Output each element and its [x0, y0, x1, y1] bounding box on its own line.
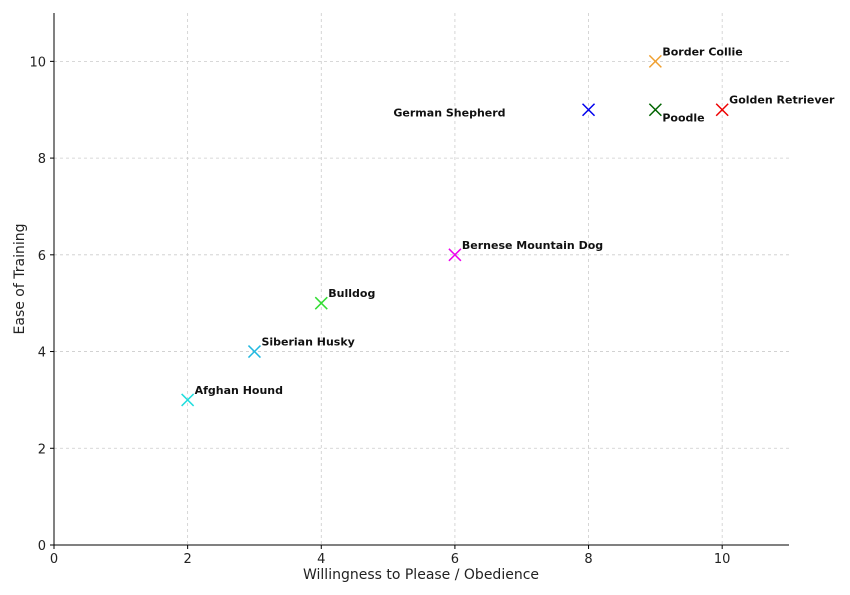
point-label: Border Collie [662, 45, 742, 58]
point-label: Afghan Hound [195, 384, 283, 397]
point-label: Golden Retriever [729, 94, 835, 107]
point-label: German Shepherd [393, 107, 505, 120]
data-points [181, 54, 729, 407]
x-tick-label: 2 [183, 552, 191, 567]
y-tick-label: 2 [38, 442, 46, 457]
point-label: Siberian Husky [261, 336, 354, 349]
point-label: Poodle [662, 112, 704, 125]
data-point [648, 54, 662, 68]
data-point [181, 393, 195, 407]
y-ticks: 0 2 4 6 8 10 [29, 55, 54, 554]
y-tick-label: 8 [38, 152, 46, 167]
data-point [448, 248, 462, 262]
x-tick-label: 6 [451, 552, 459, 567]
x-tick-label: 0 [50, 552, 58, 567]
x-tick-label: 4 [317, 552, 325, 567]
data-point [247, 345, 261, 359]
point-label: Bernese Mountain Dog [462, 239, 603, 252]
x-ticks: 0 2 4 6 8 10 [50, 545, 731, 567]
grid [53, 13, 789, 546]
axes [53, 13, 789, 546]
x-axis-label: Willingness to Please / Obedience [303, 567, 539, 583]
x-tick-label: 8 [584, 552, 592, 567]
y-axis-label: Ease of Training [12, 224, 28, 335]
data-point [314, 296, 328, 310]
y-tick-label: 4 [38, 346, 46, 361]
point-labels: Border Collie German Shepherd Poodle Golden… [195, 45, 835, 397]
y-tick-label: 0 [38, 539, 46, 554]
y-tick-label: 6 [38, 249, 46, 264]
point-label: Bulldog [328, 287, 375, 300]
data-point [582, 103, 596, 117]
data-point [648, 103, 662, 117]
x-tick-label: 10 [714, 552, 731, 567]
y-tick-label: 10 [29, 55, 46, 70]
data-point [715, 103, 729, 117]
